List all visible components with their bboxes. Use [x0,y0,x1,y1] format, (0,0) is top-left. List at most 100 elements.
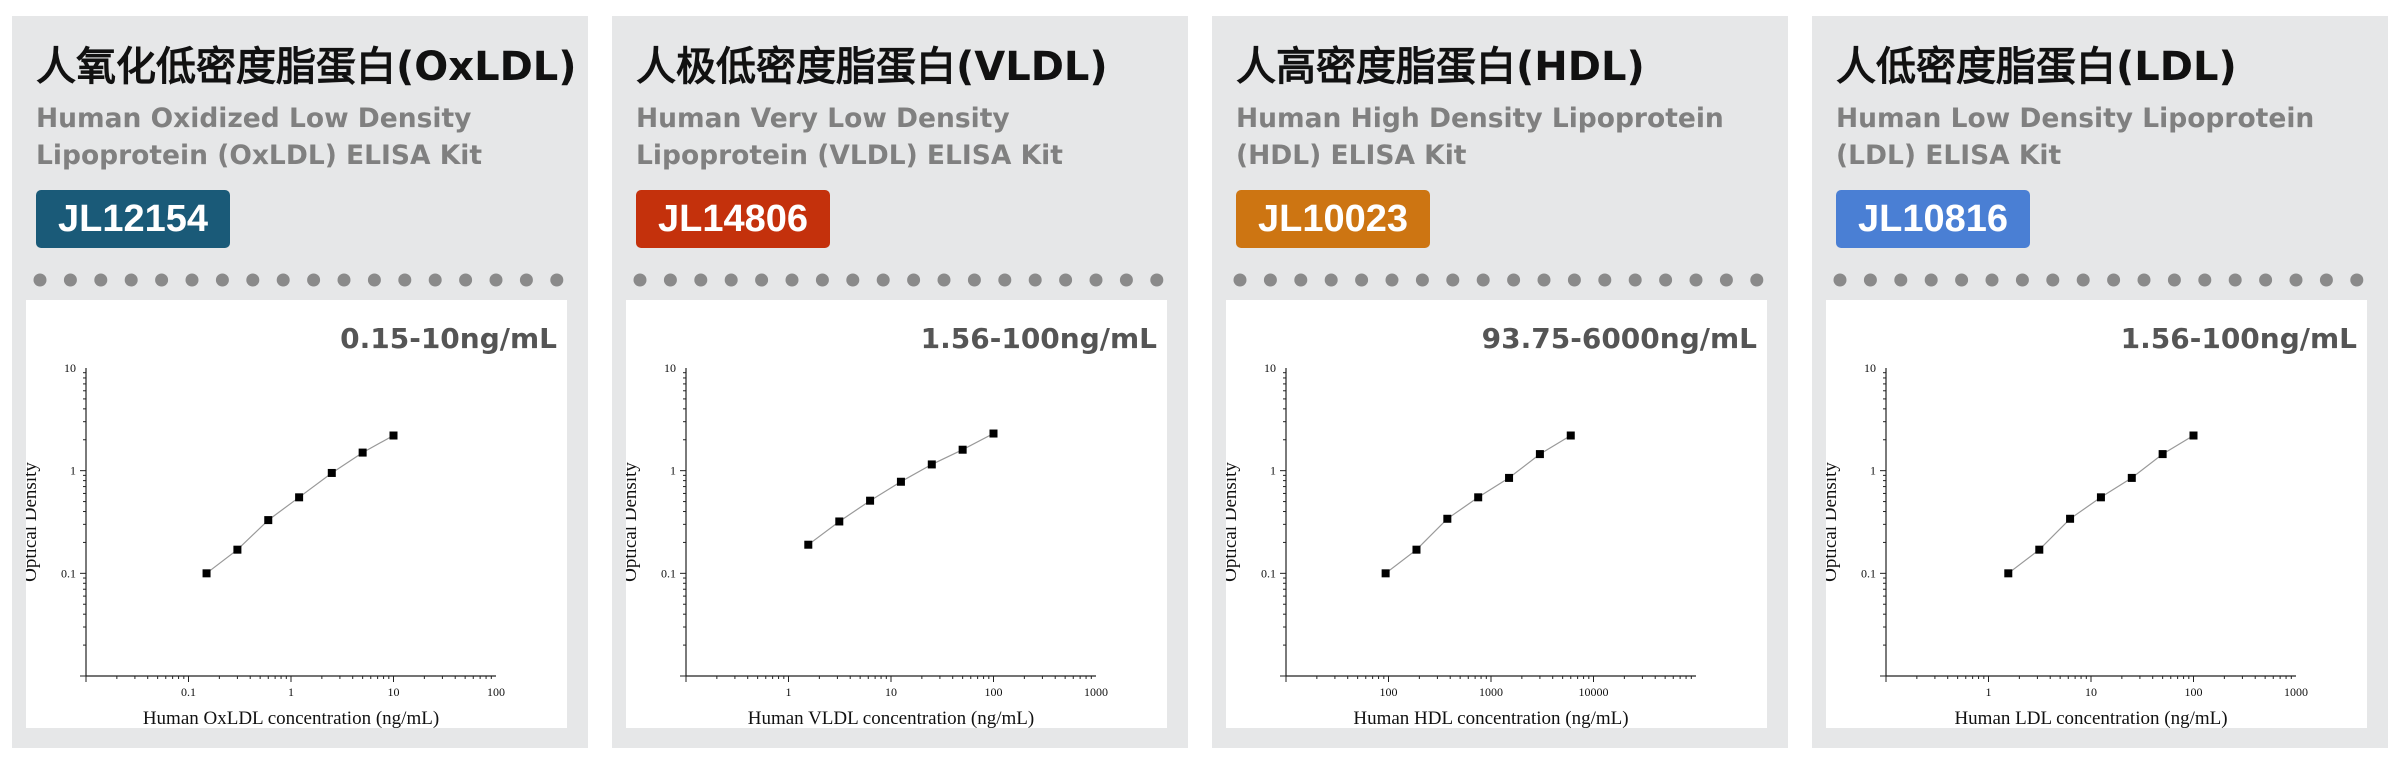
y-tick-label: 1 [1870,464,1876,478]
divider-dot [246,273,260,287]
y-tick-label: 1 [70,464,76,478]
standard-curve-panel: 0.15-10ng/mL 0.1 1 10 100 0.1 1 10 Human OxLDL … [26,300,567,728]
x-tick-label: 1000 [1479,685,1503,699]
detection-range-label: 1.56-100ng/mL [2120,322,2357,355]
x-tick-label: 0.1 [181,685,196,699]
divider-dot [1233,273,1247,287]
divider-dot [2228,273,2242,287]
data-point [896,477,905,486]
divider-dot [367,273,381,287]
x-axis-label: Human VLDL concentration (ng/mL) [748,708,1035,728]
divider-dot [63,273,77,287]
divider-dot [2137,273,2151,287]
dotted-divider [1233,273,1764,287]
data-point [958,445,967,454]
data-point [1381,569,1390,578]
standard-curve-chart: 100 1000 10000 0.1 1 10 Human HDL concentratio… [1226,361,1696,728]
x-tick-label: 1 [786,685,792,699]
card-title-en: Human High Density Lipoprotein (HDL) ELI… [1236,103,1724,171]
divider-dot [755,273,769,287]
card-title-cn: 人高密度脂蛋白(HDL) [1236,44,1645,90]
standard-curve-panel: 1.56-100ng/mL 1 10 100 1000 0.1 1 10 Human LDL … [1826,300,2367,728]
divider-dot [876,273,890,287]
x-tick-label: 10 [2085,685,2097,699]
x-tick-label: 1000 [2284,685,2308,699]
divider-dot [2350,273,2364,287]
standard-curve-panel: 93.75-6000ng/mL 100 1000 10000 0.1 1 10 Human … [1226,300,1767,728]
divider-dot [1059,273,1073,287]
divider-dot [1446,273,1460,287]
divider-dot [1659,273,1673,287]
standard-curve-chart: 0.1 1 10 100 0.1 1 10 Human OxLDL concentration… [26,361,505,728]
data-point [1535,450,1544,459]
divider-dot [2167,273,2181,287]
divider-dot [998,273,1012,287]
dotted-divider [1833,273,2364,287]
x-tick-label: 100 [2185,685,2203,699]
product-card-ldl: 人低密度脂蛋白(LDL) Human Low Density Lipoprote… [1812,16,2388,748]
card-title-cn: 人低密度脂蛋白(LDL) [1836,44,2237,90]
y-axis-label: Optical Density [26,462,41,582]
product-code-badge: JL12154 [36,190,231,248]
product-code-badge: JL10023 [1236,190,1431,248]
divider-dot [724,273,738,287]
y-tick-label: 10 [1864,361,1876,375]
y-tick-label: 0.1 [1261,566,1276,580]
divider-dot [337,273,351,287]
divider-dot [1567,273,1581,287]
divider-dot [459,273,473,287]
x-tick-label: 10 [388,685,400,699]
divider-dot [1894,273,1908,287]
data-point [866,496,875,505]
x-tick-label: 100 [1380,685,1398,699]
divider-dot [2259,273,2273,287]
divider-dot [2015,273,2029,287]
y-tick-label: 1 [1270,464,1276,478]
y-tick-label: 0.1 [61,566,76,580]
y-axis-label: Optical Density [1226,462,1241,582]
divider-dot [2046,273,2060,287]
divider-dot [1150,273,1164,287]
divider-dot [398,273,412,287]
product-card-hdl: 人高密度脂蛋白(HDL) Human High Density Lipoprot… [1212,16,1788,748]
x-axis-label: Human OxLDL concentration (ng/mL) [143,708,439,728]
detection-range-label: 0.15-10ng/mL [340,322,557,355]
standard-curve-panel: 1.56-100ng/mL 1 10 100 1000 0.1 1 10 Human VLDL… [626,300,1167,728]
divider-dot [1355,273,1369,287]
divider-dot [907,273,921,287]
card-title-en: Human Very Low Density Lipoprotein (VLDL… [636,103,1063,171]
divider-dot [1628,273,1642,287]
divider-dot [1507,273,1521,287]
divider-dot [1985,273,1999,287]
divider-dot [519,273,533,287]
divider-dot [215,273,229,287]
divider-dot [124,273,138,287]
divider-dot [1689,273,1703,287]
card-title-cn: 人氧化低密度脂蛋白(OxLDL) [36,44,577,90]
data-point [1474,493,1483,502]
divider-dot [1750,273,1764,287]
divider-dot [1324,273,1338,287]
data-point [358,448,367,457]
dotted-divider [33,273,564,287]
y-axis-label: Optical Density [1826,462,1841,582]
divider-dot [633,273,647,287]
divider-dot [307,273,321,287]
data-point [927,460,936,469]
detection-range-label: 1.56-100ng/mL [920,322,1157,355]
data-point [2189,431,2198,440]
y-tick-label: 1 [670,464,676,478]
x-tick-label: 10 [885,685,897,699]
divider-dot [694,273,708,287]
divider-dot [33,273,47,287]
data-point [1412,545,1421,554]
divider-dot [937,273,951,287]
divider-dot [550,273,564,287]
divider-dot [1089,273,1103,287]
divider-dot [1833,273,1847,287]
card-title-en: Human Low Density Lipoprotein (LDL) ELIS… [1836,103,2315,171]
divider-dot [846,273,860,287]
divider-dot [2076,273,2090,287]
x-tick-label: 1 [288,685,294,699]
y-tick-label: 0.1 [1861,566,1876,580]
